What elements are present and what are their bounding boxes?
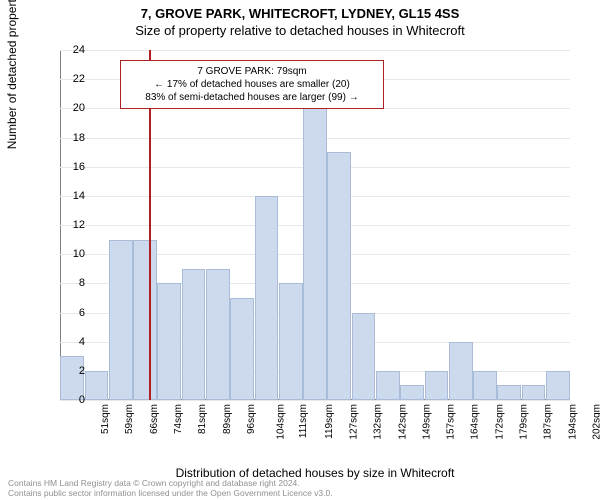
histogram-bar [449,342,473,400]
x-tick-label: 157sqm [446,404,457,440]
histogram-bar [85,371,109,400]
x-tick-label: 142sqm [397,404,408,440]
grid-line [60,400,570,401]
chart-container: 7, GROVE PARK, WHITECROFT, LYDNEY, GL15 … [0,0,600,500]
y-tick-label: 2 [55,365,85,377]
x-tick-label: 202sqm [591,404,600,440]
x-tick-label: 179sqm [519,404,530,440]
histogram-bar [230,298,254,400]
x-tick-label: 74sqm [173,404,184,434]
x-tick-label: 119sqm [324,404,335,439]
histogram-bar [182,269,206,400]
y-tick-label: 12 [55,219,85,231]
footer-line2: Contains public sector information licen… [8,489,333,498]
y-tick-label: 22 [55,73,85,85]
chart-title-main: 7, GROVE PARK, WHITECROFT, LYDNEY, GL15 … [0,0,600,21]
histogram-bar [157,283,181,400]
callout-line2: ← 17% of detached houses are smaller (20… [127,78,377,91]
histogram-bar [376,371,400,400]
histogram-bar [546,371,570,400]
histogram-bar [473,371,497,400]
y-tick-label: 14 [55,190,85,202]
x-tick-label: 127sqm [349,404,360,440]
x-tick-label: 104sqm [276,404,287,440]
y-tick-label: 16 [55,161,85,173]
histogram-bar [133,240,157,400]
grid-line [60,50,570,51]
callout-line3: 83% of semi-detached houses are larger (… [127,91,377,104]
x-tick-label: 111sqm [299,404,310,438]
x-tick-label: 172sqm [494,404,505,440]
histogram-bar [522,385,546,400]
x-tick-label: 132sqm [373,404,384,440]
histogram-bar [279,283,303,400]
y-axis-label: Number of detached properties [5,0,19,149]
histogram-bar [497,385,521,400]
callout-box: 7 GROVE PARK: 79sqm← 17% of detached hou… [120,60,384,109]
histogram-bar [352,313,376,401]
x-tick-label: 66sqm [149,404,160,434]
chart-title-sub: Size of property relative to detached ho… [0,21,600,38]
histogram-bar [327,152,351,400]
x-tick-label: 187sqm [543,404,554,440]
y-tick-label: 20 [55,102,85,114]
y-tick-label: 4 [55,336,85,348]
y-tick-label: 6 [55,307,85,319]
y-tick-label: 24 [55,44,85,56]
y-tick-label: 8 [55,277,85,289]
footer-attribution: Contains HM Land Registry data © Crown c… [8,479,333,498]
plot-area: 51sqm59sqm66sqm74sqm81sqm89sqm96sqm104sq… [60,50,570,400]
x-tick-label: 149sqm [421,404,432,440]
x-tick-label: 51sqm [100,404,111,434]
histogram-bar [303,108,327,400]
x-tick-label: 89sqm [222,404,233,434]
histogram-bar [109,240,133,400]
histogram-bar [400,385,424,400]
x-tick-label: 96sqm [246,404,257,434]
y-tick-label: 18 [55,132,85,144]
x-tick-label: 81sqm [197,404,208,434]
histogram-bar [425,371,449,400]
callout-line1: 7 GROVE PARK: 79sqm [127,65,377,78]
histogram-bar [255,196,279,400]
x-tick-label: 59sqm [124,404,135,434]
x-tick-label: 194sqm [567,404,578,440]
y-tick-label: 10 [55,248,85,260]
y-tick-label: 0 [55,394,85,406]
x-tick-label: 164sqm [470,404,481,440]
histogram-bar [206,269,230,400]
